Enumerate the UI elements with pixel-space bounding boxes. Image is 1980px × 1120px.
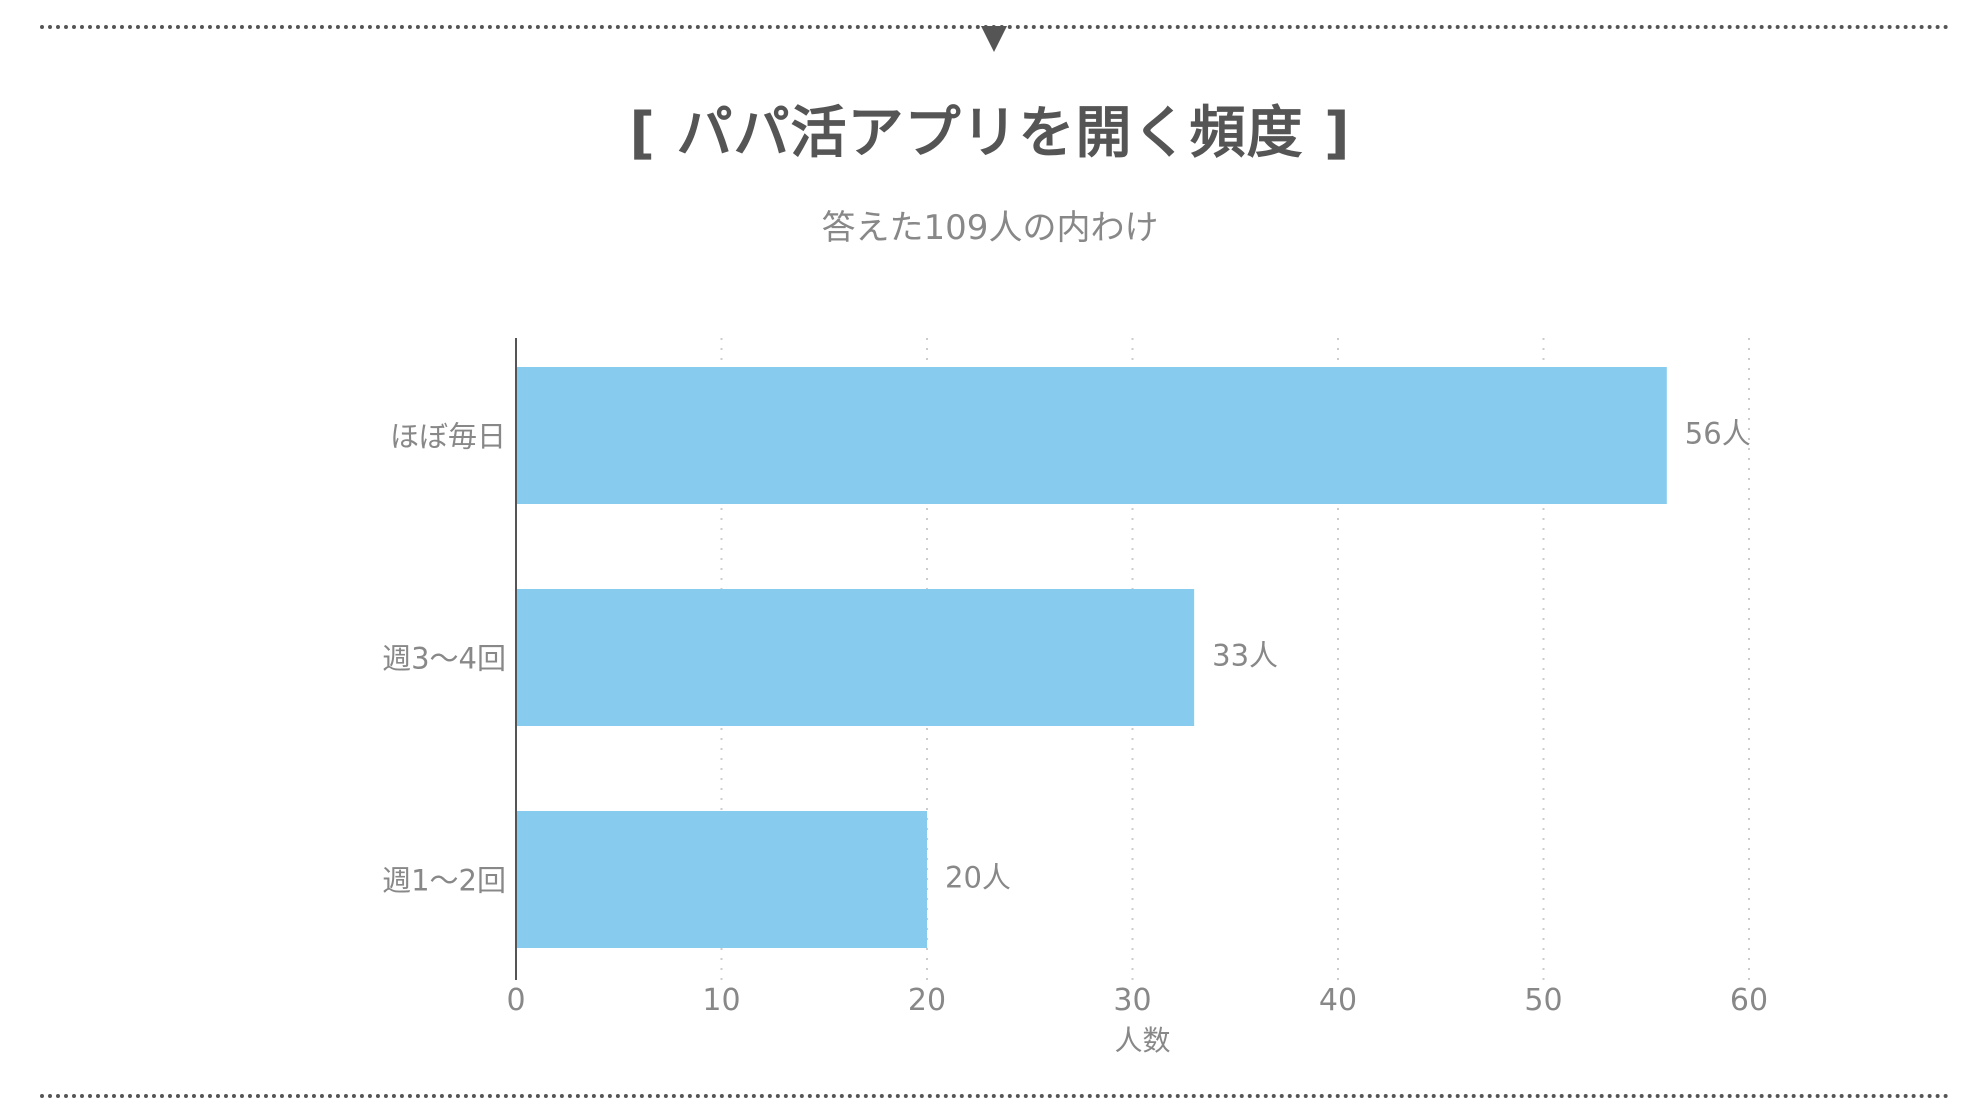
x-tick-label-60: 60 [1730,983,1768,1018]
down-triangle-marker-icon [981,26,1007,52]
category-label-0: ほぼ毎日 [390,420,506,454]
x-tick-label-30: 30 [1113,983,1151,1018]
value-label-1: 33人 [1212,639,1278,673]
category-label-2: 週1〜2回 [382,864,506,898]
value-label-0: 56人 [1685,417,1751,451]
bar-1 [516,589,1195,726]
chart-title: [ パパ活アプリを開く頻度 ] [629,101,1351,166]
value-label-2: 20人 [945,861,1011,895]
chart-subtitle: 答えた109人の内わけ [821,208,1159,248]
category-label-1: 週3〜4回 [382,642,506,676]
x-tick-label-10: 10 [702,983,740,1018]
x-tick-label-40: 40 [1319,983,1357,1018]
bar-0 [516,367,1667,504]
x-tick-label-50: 50 [1524,983,1562,1018]
x-tick-label-20: 20 [908,983,946,1018]
bottom-dotted-divider [40,1094,1950,1098]
x-axis-title: 人数 [1114,1024,1170,1057]
x-tick-label-0: 0 [506,983,525,1018]
bar-2 [516,811,927,948]
